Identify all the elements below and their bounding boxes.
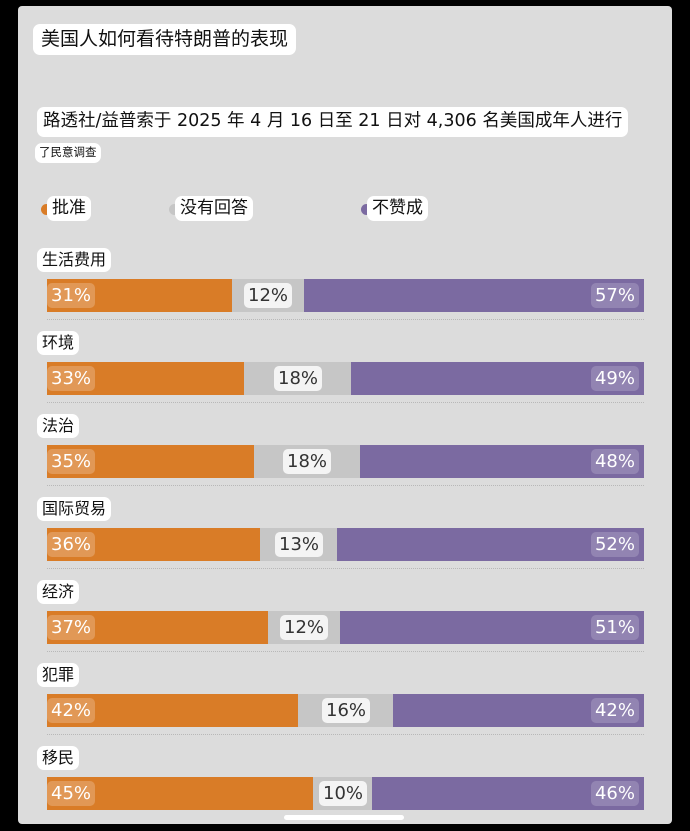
data-label-disapprove: 51% — [590, 615, 639, 640]
bar-segment-approve: 33% — [47, 362, 244, 395]
data-label-no-answer: 12% — [244, 283, 293, 308]
category-label: 法治 — [37, 414, 80, 438]
legend-dot-disapprove — [361, 204, 372, 215]
category-label: 犯罪 — [37, 663, 80, 687]
bar-segment-disapprove: 48% — [360, 445, 644, 478]
stacked-bar: 31% 12% 57% — [47, 279, 644, 312]
bar-segment-disapprove: 42% — [393, 694, 644, 727]
bar-segment-disapprove: 57% — [304, 279, 644, 312]
category-label: 环境 — [37, 331, 80, 355]
bar-segment-disapprove: 46% — [372, 777, 644, 810]
bar-segment-disapprove: 51% — [340, 611, 644, 644]
data-label-approve: 35% — [47, 449, 96, 474]
data-label-no-answer: 10% — [319, 781, 368, 806]
legend-label-disapprove: 不赞成 — [367, 196, 428, 221]
data-label-disapprove: 57% — [590, 283, 639, 308]
data-label-no-answer: 18% — [283, 449, 332, 474]
chart-subtitle-continued: 了民意调查 — [35, 143, 101, 163]
bar-segment-no-answer: 12% — [268, 611, 340, 644]
data-label-approve: 31% — [47, 283, 96, 308]
bar-segment-disapprove: 49% — [351, 362, 644, 395]
data-label-no-answer: 18% — [274, 366, 323, 391]
bar-segment-no-answer: 16% — [298, 694, 394, 727]
stacked-bar: 45% 10% 46% — [47, 777, 644, 810]
category-label: 国际贸易 — [37, 497, 112, 521]
stacked-bar: 37% 12% 51% — [47, 611, 644, 644]
category-label: 生活费用 — [37, 248, 112, 272]
data-label-disapprove: 48% — [590, 449, 639, 474]
bar-segment-approve: 42% — [47, 694, 298, 727]
bar-segment-approve: 36% — [47, 528, 260, 561]
bar-segment-no-answer: 18% — [254, 445, 360, 478]
stacked-bar: 35% 18% 48% — [47, 445, 644, 478]
data-label-approve: 36% — [47, 532, 96, 557]
bar-segment-disapprove: 52% — [337, 528, 644, 561]
legend-dot-approve — [41, 204, 52, 215]
bar-segment-approve: 31% — [47, 279, 232, 312]
data-label-disapprove: 42% — [590, 698, 639, 723]
chart-screen: 美国人如何看待特朗普的表现 路透社/益普索于 2025 年 4 月 16 日至 … — [18, 6, 672, 824]
bar-segment-no-answer: 12% — [232, 279, 304, 312]
row-divider — [47, 402, 644, 403]
stacked-bar: 33% 18% 49% — [47, 362, 644, 395]
data-label-no-answer: 12% — [280, 615, 329, 640]
category-label: 经济 — [37, 580, 80, 604]
data-label-approve: 33% — [47, 366, 96, 391]
chart-subtitle: 路透社/益普索于 2025 年 4 月 16 日至 21 日对 4,306 名美… — [37, 107, 629, 137]
legend-dot-no-answer — [169, 204, 180, 215]
row-divider — [47, 734, 644, 735]
chart-title: 美国人如何看待特朗普的表现 — [33, 24, 297, 55]
data-label-approve: 37% — [47, 615, 96, 640]
bar-segment-no-answer: 13% — [260, 528, 337, 561]
home-indicator — [284, 815, 404, 820]
data-label-approve: 42% — [47, 698, 96, 723]
data-label-no-answer: 13% — [275, 532, 324, 557]
bar-segment-no-answer: 10% — [313, 777, 372, 810]
data-label-disapprove: 52% — [590, 532, 639, 557]
bar-segment-approve: 35% — [47, 445, 254, 478]
data-label-approve: 45% — [47, 781, 96, 806]
row-divider — [47, 651, 644, 652]
data-label-disapprove: 46% — [590, 781, 639, 806]
stacked-bar: 36% 13% 52% — [47, 528, 644, 561]
category-label: 移民 — [37, 746, 80, 770]
legend-label-no-answer: 没有回答 — [175, 196, 253, 221]
stacked-bar: 42% 16% 42% — [47, 694, 644, 727]
data-label-no-answer: 16% — [322, 698, 371, 723]
row-divider — [47, 568, 644, 569]
legend-label-approve: 批准 — [47, 196, 91, 221]
bar-segment-no-answer: 18% — [244, 362, 351, 395]
bar-segment-approve: 37% — [47, 611, 268, 644]
row-divider — [47, 485, 644, 486]
bar-segment-approve: 45% — [47, 777, 313, 810]
data-label-disapprove: 49% — [590, 366, 639, 391]
row-divider — [47, 319, 644, 320]
